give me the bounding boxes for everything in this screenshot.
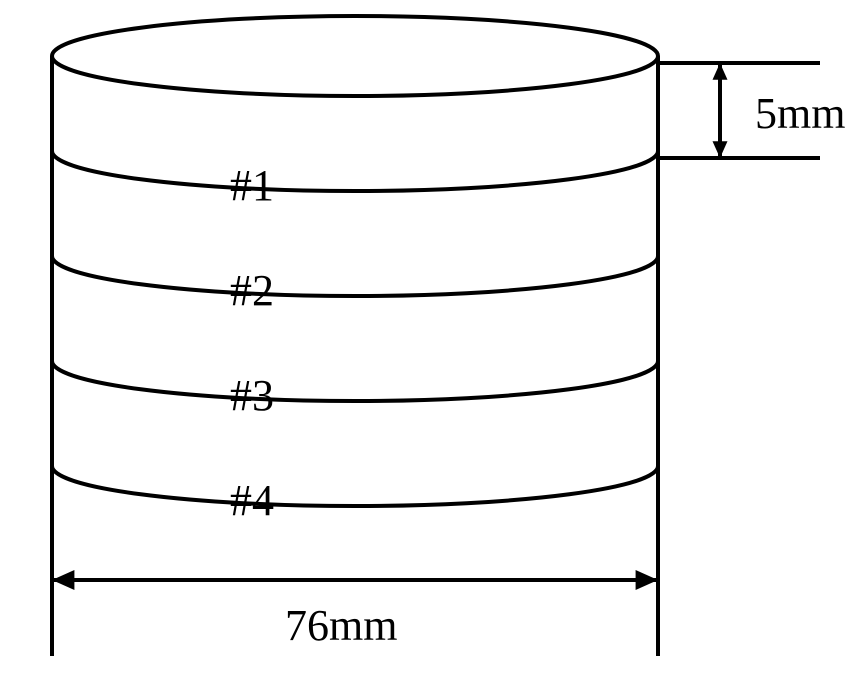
- diameter-arrowhead-left: [52, 570, 74, 590]
- thickness-arrowhead-down: [713, 141, 728, 158]
- slice-arc-4: [52, 466, 658, 506]
- thickness-label: 5mm: [755, 89, 845, 138]
- slice-arc-3: [52, 361, 658, 401]
- diameter-label: 76mm: [285, 601, 397, 650]
- slice-label-2: #2: [230, 266, 274, 315]
- diameter-arrowhead-right: [636, 570, 658, 590]
- slice-label-3: #3: [230, 371, 274, 420]
- slice-arc-1: [52, 151, 658, 191]
- slice-label-1: #1: [230, 161, 274, 210]
- slice-arc-2: [52, 256, 658, 296]
- thickness-arrowhead-up: [713, 63, 728, 80]
- cylinder-slice-diagram: #1 #2 #3 #4 5mm 76mm: [0, 0, 846, 687]
- cylinder-top-ellipse: [52, 16, 658, 96]
- slice-label-4: #4: [230, 476, 274, 525]
